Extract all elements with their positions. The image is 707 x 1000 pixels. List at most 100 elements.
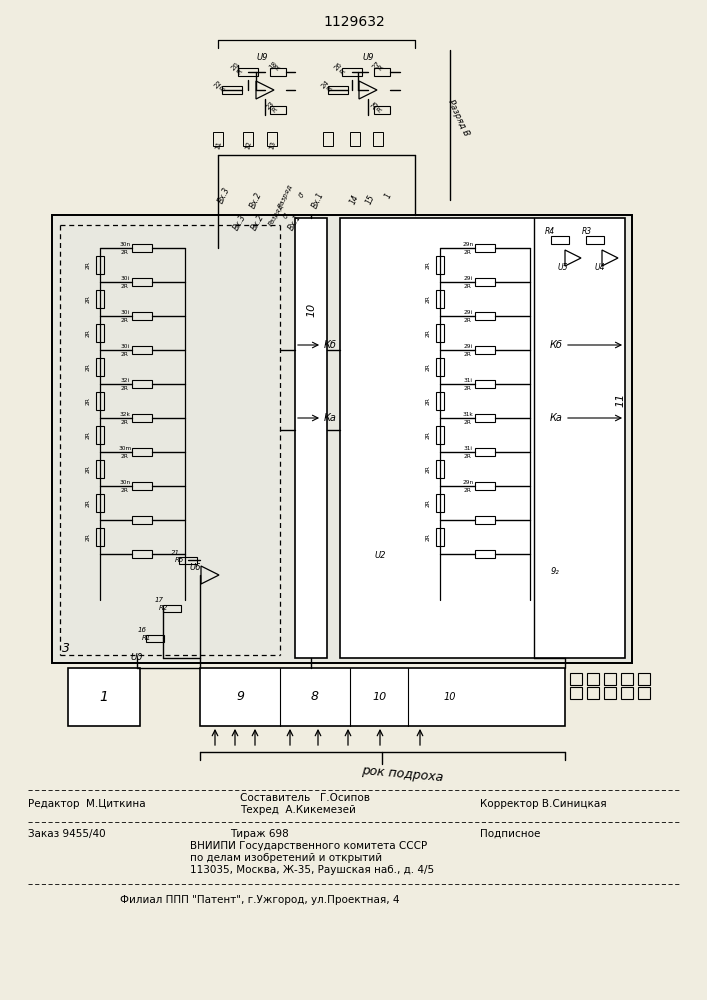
Text: 2R: 2R	[426, 363, 431, 371]
Bar	[475, 312, 495, 320]
Text: рок подроха: рок подроха	[361, 764, 444, 784]
Text: 16: 16	[137, 627, 146, 633]
Bar	[52, 215, 632, 663]
Text: 2R: 2R	[86, 533, 90, 541]
Bar	[163, 604, 181, 611]
Text: Ка: Ка	[549, 413, 563, 423]
Text: R: R	[339, 68, 347, 76]
Bar	[350, 132, 360, 146]
Text: 10: 10	[373, 692, 387, 702]
Bar	[132, 346, 152, 354]
Text: 1: 1	[100, 690, 108, 704]
Text: Вх.1: Вх.1	[310, 190, 326, 210]
Text: 10: 10	[306, 303, 316, 317]
Text: 0': 0'	[283, 211, 291, 219]
Text: 2R: 2R	[426, 329, 431, 337]
Text: 2R: 2R	[121, 420, 129, 426]
Text: 22: 22	[213, 79, 223, 89]
Bar	[146, 635, 164, 642]
Text: Вх.2: Вх.2	[250, 212, 266, 232]
Bar	[436, 324, 444, 342]
Text: 17: 17	[155, 597, 163, 603]
Text: 2R: 2R	[86, 465, 90, 473]
Bar	[68, 668, 140, 726]
Text: 2R: 2R	[464, 454, 472, 460]
Text: 1: 1	[383, 192, 393, 200]
Text: 2R: 2R	[121, 488, 129, 493]
Text: 2R: 2R	[86, 295, 90, 303]
Bar	[638, 673, 650, 685]
Text: Разряд: Разряд	[278, 183, 294, 209]
Bar	[570, 687, 582, 699]
Bar	[96, 528, 104, 546]
Text: 2R: 2R	[464, 284, 472, 290]
Text: 31k: 31k	[462, 412, 474, 416]
Text: 11: 11	[615, 393, 625, 407]
Bar	[243, 132, 253, 146]
Bar	[436, 494, 444, 512]
Text: 26: 26	[333, 61, 344, 71]
Text: R4: R4	[545, 228, 555, 236]
Text: 2R: 2R	[464, 386, 472, 391]
Bar	[267, 132, 277, 146]
Text: R2: R2	[159, 605, 169, 611]
Bar	[328, 86, 348, 94]
Text: 10: 10	[444, 692, 456, 702]
Text: Ка: Ка	[324, 413, 337, 423]
Text: Разряд: Разряд	[267, 203, 285, 227]
Text: U5: U5	[558, 263, 568, 272]
Text: ВНИИПИ Государственного комитета СССР: ВНИИПИ Государственного комитета СССР	[190, 841, 427, 851]
Bar	[475, 346, 495, 354]
Text: по делам изобретений и открытий: по делам изобретений и открытий	[190, 853, 382, 863]
Text: 2R: 2R	[464, 318, 472, 324]
Bar	[323, 132, 333, 146]
Text: 12: 12	[244, 140, 252, 150]
Bar	[132, 278, 152, 286]
Bar	[587, 673, 599, 685]
Text: U9: U9	[362, 53, 374, 62]
Text: U6: U6	[189, 564, 201, 572]
Bar	[475, 244, 495, 252]
Text: Вх.2: Вх.2	[248, 190, 264, 210]
Text: 11: 11	[214, 140, 222, 150]
Text: 2R: 2R	[426, 499, 431, 507]
Text: R: R	[376, 106, 384, 114]
Text: Вх.3: Вх.3	[232, 212, 248, 232]
Bar	[270, 106, 286, 114]
Bar	[475, 448, 495, 456]
Text: 2R: 2R	[86, 363, 90, 371]
Text: 2R: 2R	[121, 386, 129, 391]
Bar	[638, 687, 650, 699]
Bar	[200, 668, 565, 726]
Text: 1129632: 1129632	[323, 15, 385, 29]
Bar	[570, 673, 582, 685]
Text: 2R: 2R	[86, 329, 90, 337]
Text: 2R: 2R	[464, 353, 472, 358]
Text: R3: R3	[582, 228, 592, 236]
Text: 32k: 32k	[119, 412, 130, 416]
Text: 2R: 2R	[464, 420, 472, 426]
Text: 29i: 29i	[463, 310, 472, 314]
Bar	[222, 86, 242, 94]
Text: 2R: 2R	[86, 499, 90, 507]
Bar	[96, 392, 104, 410]
Text: 2R: 2R	[121, 318, 129, 324]
Bar	[132, 516, 152, 524]
Bar	[132, 244, 152, 252]
Text: 2R: 2R	[86, 397, 90, 405]
Text: 2R: 2R	[426, 397, 431, 405]
Text: 29n: 29n	[462, 241, 474, 246]
Bar	[96, 358, 104, 376]
Text: U2: U2	[374, 550, 386, 560]
Text: 2R: 2R	[121, 353, 129, 358]
Bar	[436, 460, 444, 478]
Text: 21: 21	[170, 550, 180, 556]
Text: 3: 3	[62, 642, 70, 654]
Text: 2R: 2R	[121, 250, 129, 255]
Text: 2R: 2R	[121, 454, 129, 460]
Bar	[96, 460, 104, 478]
Text: 9: 9	[236, 690, 244, 704]
Bar	[475, 414, 495, 422]
Text: 2R: 2R	[86, 261, 90, 269]
Bar	[96, 256, 104, 274]
